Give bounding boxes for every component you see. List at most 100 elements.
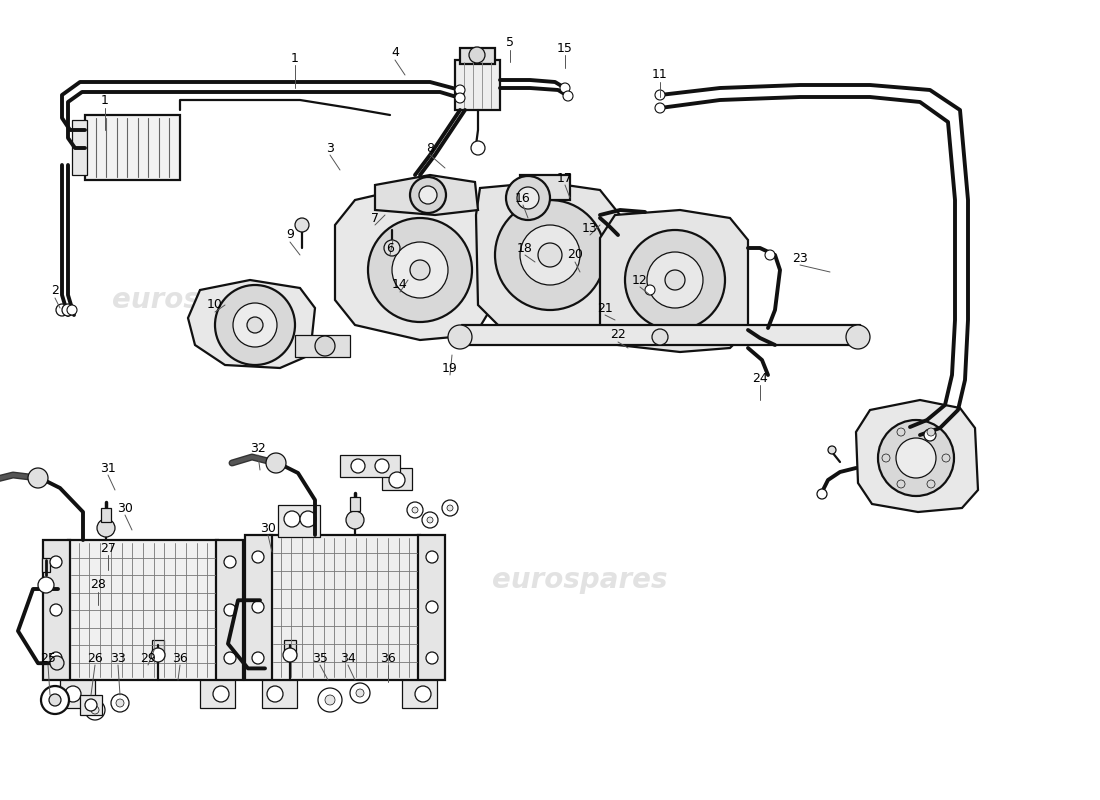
Circle shape xyxy=(560,83,570,93)
Circle shape xyxy=(419,186,437,204)
Text: 31: 31 xyxy=(100,462,116,474)
Bar xyxy=(85,115,180,180)
Text: 25: 25 xyxy=(40,651,56,665)
Circle shape xyxy=(538,243,562,267)
Circle shape xyxy=(412,507,418,513)
Text: 30: 30 xyxy=(117,502,133,514)
Circle shape xyxy=(652,329,668,345)
Text: 11: 11 xyxy=(652,69,668,82)
Circle shape xyxy=(50,556,62,568)
Circle shape xyxy=(896,438,936,478)
Text: 20: 20 xyxy=(568,249,583,262)
Bar xyxy=(340,455,400,477)
Circle shape xyxy=(356,689,364,697)
Text: 34: 34 xyxy=(340,651,356,665)
Text: eurospares: eurospares xyxy=(493,256,668,284)
Text: 17: 17 xyxy=(557,171,573,185)
Circle shape xyxy=(896,480,905,488)
Bar xyxy=(284,640,296,658)
Circle shape xyxy=(62,304,74,316)
Circle shape xyxy=(448,325,472,349)
Circle shape xyxy=(368,218,472,322)
Circle shape xyxy=(85,700,104,720)
Polygon shape xyxy=(476,182,622,332)
Circle shape xyxy=(506,176,550,220)
Circle shape xyxy=(28,468,48,488)
Circle shape xyxy=(647,252,703,308)
Circle shape xyxy=(267,686,283,702)
Text: 9: 9 xyxy=(286,229,294,242)
Circle shape xyxy=(442,500,458,516)
Polygon shape xyxy=(382,468,412,490)
Text: 10: 10 xyxy=(207,298,223,311)
Circle shape xyxy=(410,177,446,213)
Circle shape xyxy=(41,686,69,714)
Circle shape xyxy=(91,706,99,714)
Text: eurospares: eurospares xyxy=(112,566,288,594)
Text: 5: 5 xyxy=(506,35,514,49)
Bar xyxy=(418,535,446,680)
Text: 19: 19 xyxy=(442,362,458,374)
Circle shape xyxy=(455,85,465,95)
Circle shape xyxy=(315,336,336,356)
Bar xyxy=(460,48,495,64)
Circle shape xyxy=(520,225,580,285)
Text: 23: 23 xyxy=(792,251,807,265)
Circle shape xyxy=(471,141,485,155)
Circle shape xyxy=(426,652,438,664)
Circle shape xyxy=(625,230,725,330)
Circle shape xyxy=(654,90,666,100)
Circle shape xyxy=(666,270,685,290)
Circle shape xyxy=(224,604,236,616)
Text: 22: 22 xyxy=(610,329,626,342)
Text: 30: 30 xyxy=(260,522,276,534)
Text: 32: 32 xyxy=(250,442,266,454)
Bar xyxy=(262,680,297,708)
Polygon shape xyxy=(375,175,478,215)
Circle shape xyxy=(389,472,405,488)
Polygon shape xyxy=(188,280,315,368)
Circle shape xyxy=(213,686,229,702)
Bar xyxy=(200,680,235,708)
Circle shape xyxy=(56,304,68,316)
Bar xyxy=(43,540,70,680)
Text: 14: 14 xyxy=(392,278,408,291)
Circle shape xyxy=(324,695,336,705)
Bar xyxy=(350,497,360,511)
Text: eurospares: eurospares xyxy=(493,566,668,594)
Text: 36: 36 xyxy=(172,651,188,665)
Circle shape xyxy=(97,519,116,537)
Circle shape xyxy=(295,218,309,232)
Bar xyxy=(295,335,350,357)
Text: 2: 2 xyxy=(51,283,59,297)
Circle shape xyxy=(878,420,954,496)
Text: 36: 36 xyxy=(381,651,396,665)
Polygon shape xyxy=(455,325,868,345)
Circle shape xyxy=(214,285,295,365)
Circle shape xyxy=(384,240,400,256)
Circle shape xyxy=(927,428,935,436)
Circle shape xyxy=(764,250,776,260)
Bar xyxy=(42,558,50,572)
Circle shape xyxy=(248,317,263,333)
Circle shape xyxy=(927,480,935,488)
Text: eurospares: eurospares xyxy=(112,286,288,314)
Circle shape xyxy=(85,699,97,711)
Circle shape xyxy=(224,652,236,664)
Polygon shape xyxy=(856,400,978,512)
Bar xyxy=(152,640,164,658)
Circle shape xyxy=(50,694,60,706)
Text: 13: 13 xyxy=(582,222,598,234)
Circle shape xyxy=(233,303,277,347)
Circle shape xyxy=(375,459,389,473)
Text: 12: 12 xyxy=(632,274,648,286)
Circle shape xyxy=(111,694,129,712)
Text: 35: 35 xyxy=(312,651,328,665)
Bar xyxy=(520,175,570,200)
Circle shape xyxy=(346,511,364,529)
Polygon shape xyxy=(600,210,748,352)
Circle shape xyxy=(495,200,605,310)
Circle shape xyxy=(563,91,573,101)
Circle shape xyxy=(422,512,438,528)
Circle shape xyxy=(817,489,827,499)
